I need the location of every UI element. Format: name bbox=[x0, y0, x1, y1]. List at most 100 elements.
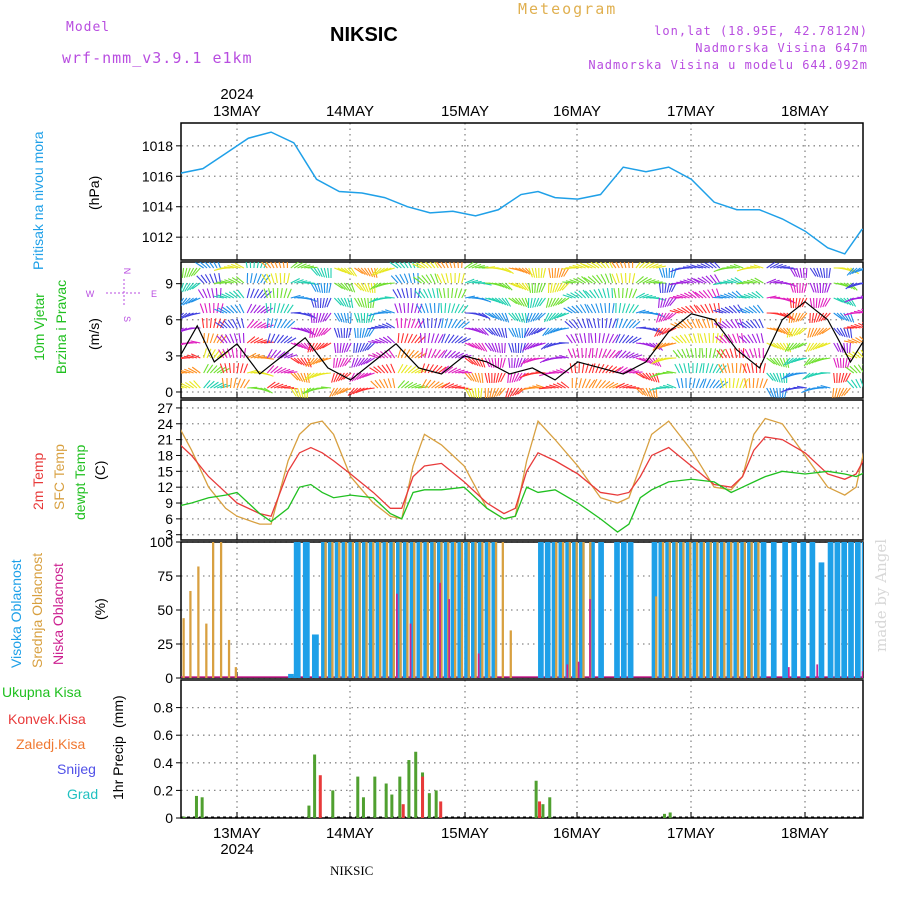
wind-barb bbox=[189, 381, 198, 389]
wind-barb bbox=[236, 318, 242, 329]
wind-barb bbox=[534, 297, 540, 308]
wind-barb bbox=[434, 382, 444, 389]
wind-barb bbox=[173, 328, 180, 335]
wind-barb bbox=[413, 276, 422, 284]
wind-barb bbox=[464, 342, 475, 348]
high-cloud-bar bbox=[891, 637, 896, 678]
wind-barb bbox=[250, 304, 257, 314]
wind-barb bbox=[493, 387, 500, 398]
wind-barb bbox=[660, 312, 667, 322]
wind-barb bbox=[454, 336, 463, 344]
wind-barb bbox=[357, 282, 365, 292]
wind-barb bbox=[735, 378, 740, 389]
wind-barb bbox=[434, 273, 439, 284]
wind-barb bbox=[176, 298, 180, 307]
wind-barb bbox=[604, 262, 610, 269]
mid-cloud-bar bbox=[757, 542, 760, 678]
wind-barb bbox=[363, 357, 372, 365]
wind-barb bbox=[687, 363, 691, 374]
wind-barb bbox=[530, 312, 536, 323]
wind-barb bbox=[478, 327, 487, 335]
wind-barb bbox=[444, 333, 451, 344]
wind-barb bbox=[816, 282, 819, 293]
wind-barb bbox=[352, 387, 362, 395]
wind-barb bbox=[474, 327, 484, 335]
wind-barb bbox=[758, 348, 761, 359]
wind-barb bbox=[628, 336, 638, 344]
wind-barb bbox=[529, 297, 533, 308]
wind-barb bbox=[679, 334, 687, 344]
wind-barb bbox=[595, 348, 599, 359]
wind-barb bbox=[563, 307, 573, 314]
wind-barb bbox=[695, 378, 701, 389]
wind-barb bbox=[545, 297, 550, 308]
high-cloud-bar bbox=[477, 542, 484, 678]
wind-barb bbox=[723, 280, 734, 284]
wind-barb bbox=[454, 303, 460, 314]
wind-barb bbox=[865, 349, 870, 358]
wind-barb bbox=[655, 312, 660, 323]
wind-barb bbox=[478, 312, 488, 319]
wind-barb bbox=[395, 274, 402, 284]
wind-barb bbox=[824, 297, 831, 307]
wind-barb bbox=[341, 357, 349, 367]
wind-barb bbox=[319, 342, 328, 350]
y-tick-label: 15 bbox=[157, 463, 173, 479]
model-elevation-text: Nadmorska Visina u modelu 644.092m bbox=[588, 58, 868, 72]
wind-barb bbox=[270, 349, 278, 359]
wind-barb bbox=[384, 296, 395, 299]
mid-cloud-bar bbox=[234, 667, 237, 678]
wind-barb bbox=[805, 267, 808, 279]
wind-barb bbox=[491, 327, 499, 337]
wind-barb bbox=[360, 267, 369, 276]
high-cloud-bar bbox=[747, 542, 753, 678]
wind-barb bbox=[736, 309, 747, 314]
wind-barb bbox=[253, 355, 264, 359]
wind-barb bbox=[233, 378, 237, 389]
high-cloud-bar bbox=[311, 634, 319, 678]
wind-barb bbox=[739, 318, 744, 329]
wind-barb bbox=[353, 312, 359, 323]
wind-barb bbox=[748, 306, 757, 314]
wind-barb bbox=[731, 362, 734, 374]
wind-barb bbox=[273, 334, 280, 344]
wind-barb bbox=[181, 327, 188, 332]
wind-barb bbox=[859, 336, 863, 341]
high-cloud-bar bbox=[551, 542, 558, 678]
wind-barb bbox=[642, 372, 651, 381]
wind-barb bbox=[542, 386, 553, 389]
wind-barb bbox=[586, 262, 597, 269]
wind-barb bbox=[513, 372, 520, 383]
wind-barb bbox=[700, 263, 710, 269]
wind-barb bbox=[662, 371, 673, 374]
wind-barb bbox=[206, 348, 212, 359]
wind-barb bbox=[520, 357, 530, 365]
wind-barb bbox=[283, 288, 288, 299]
wind-barb bbox=[337, 267, 347, 274]
wind-barb bbox=[182, 282, 188, 293]
wind-barb bbox=[701, 318, 707, 329]
wind-barb bbox=[287, 354, 298, 359]
wind-barb bbox=[605, 349, 612, 359]
wind-barb bbox=[283, 336, 293, 344]
wind-barb bbox=[709, 379, 716, 389]
wind-barb bbox=[233, 333, 238, 344]
wind-barb bbox=[339, 357, 345, 368]
wind-barb bbox=[847, 326, 858, 329]
wind-barb bbox=[393, 262, 402, 269]
wind-barb bbox=[316, 342, 325, 351]
wind-barb bbox=[340, 327, 343, 339]
wind-barb bbox=[540, 267, 543, 279]
wind-barb bbox=[376, 351, 385, 359]
total-precip-bar bbox=[434, 790, 438, 818]
temp2m-line bbox=[181, 436, 863, 517]
wind-barb bbox=[864, 295, 874, 298]
panel-frame bbox=[180, 122, 864, 261]
wind-barb bbox=[556, 382, 566, 389]
wind-barb bbox=[417, 318, 423, 329]
wind-barb bbox=[297, 342, 306, 350]
wind-barb bbox=[769, 357, 778, 366]
wind-barb bbox=[210, 381, 219, 389]
bottom-date-label: 16MAY bbox=[553, 825, 601, 842]
wind-barb bbox=[431, 288, 436, 299]
